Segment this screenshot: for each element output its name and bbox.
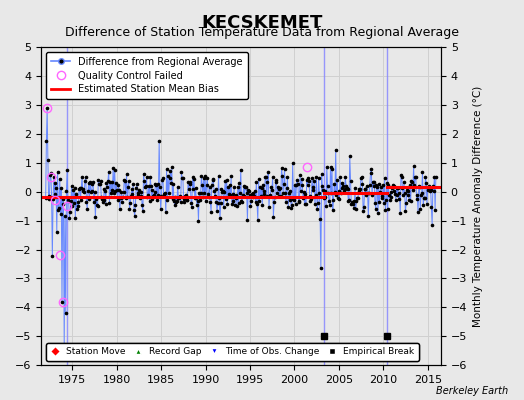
Y-axis label: Monthly Temperature Anomaly Difference (°C): Monthly Temperature Anomaly Difference (… xyxy=(473,86,483,327)
Text: KECSKEMET: KECSKEMET xyxy=(201,14,323,32)
Legend: Station Move, Record Gap, Time of Obs. Change, Empirical Break: Station Move, Record Gap, Time of Obs. C… xyxy=(46,343,419,361)
Text: Difference of Station Temperature Data from Regional Average: Difference of Station Temperature Data f… xyxy=(65,26,459,39)
Text: Berkeley Earth: Berkeley Earth xyxy=(436,386,508,396)
